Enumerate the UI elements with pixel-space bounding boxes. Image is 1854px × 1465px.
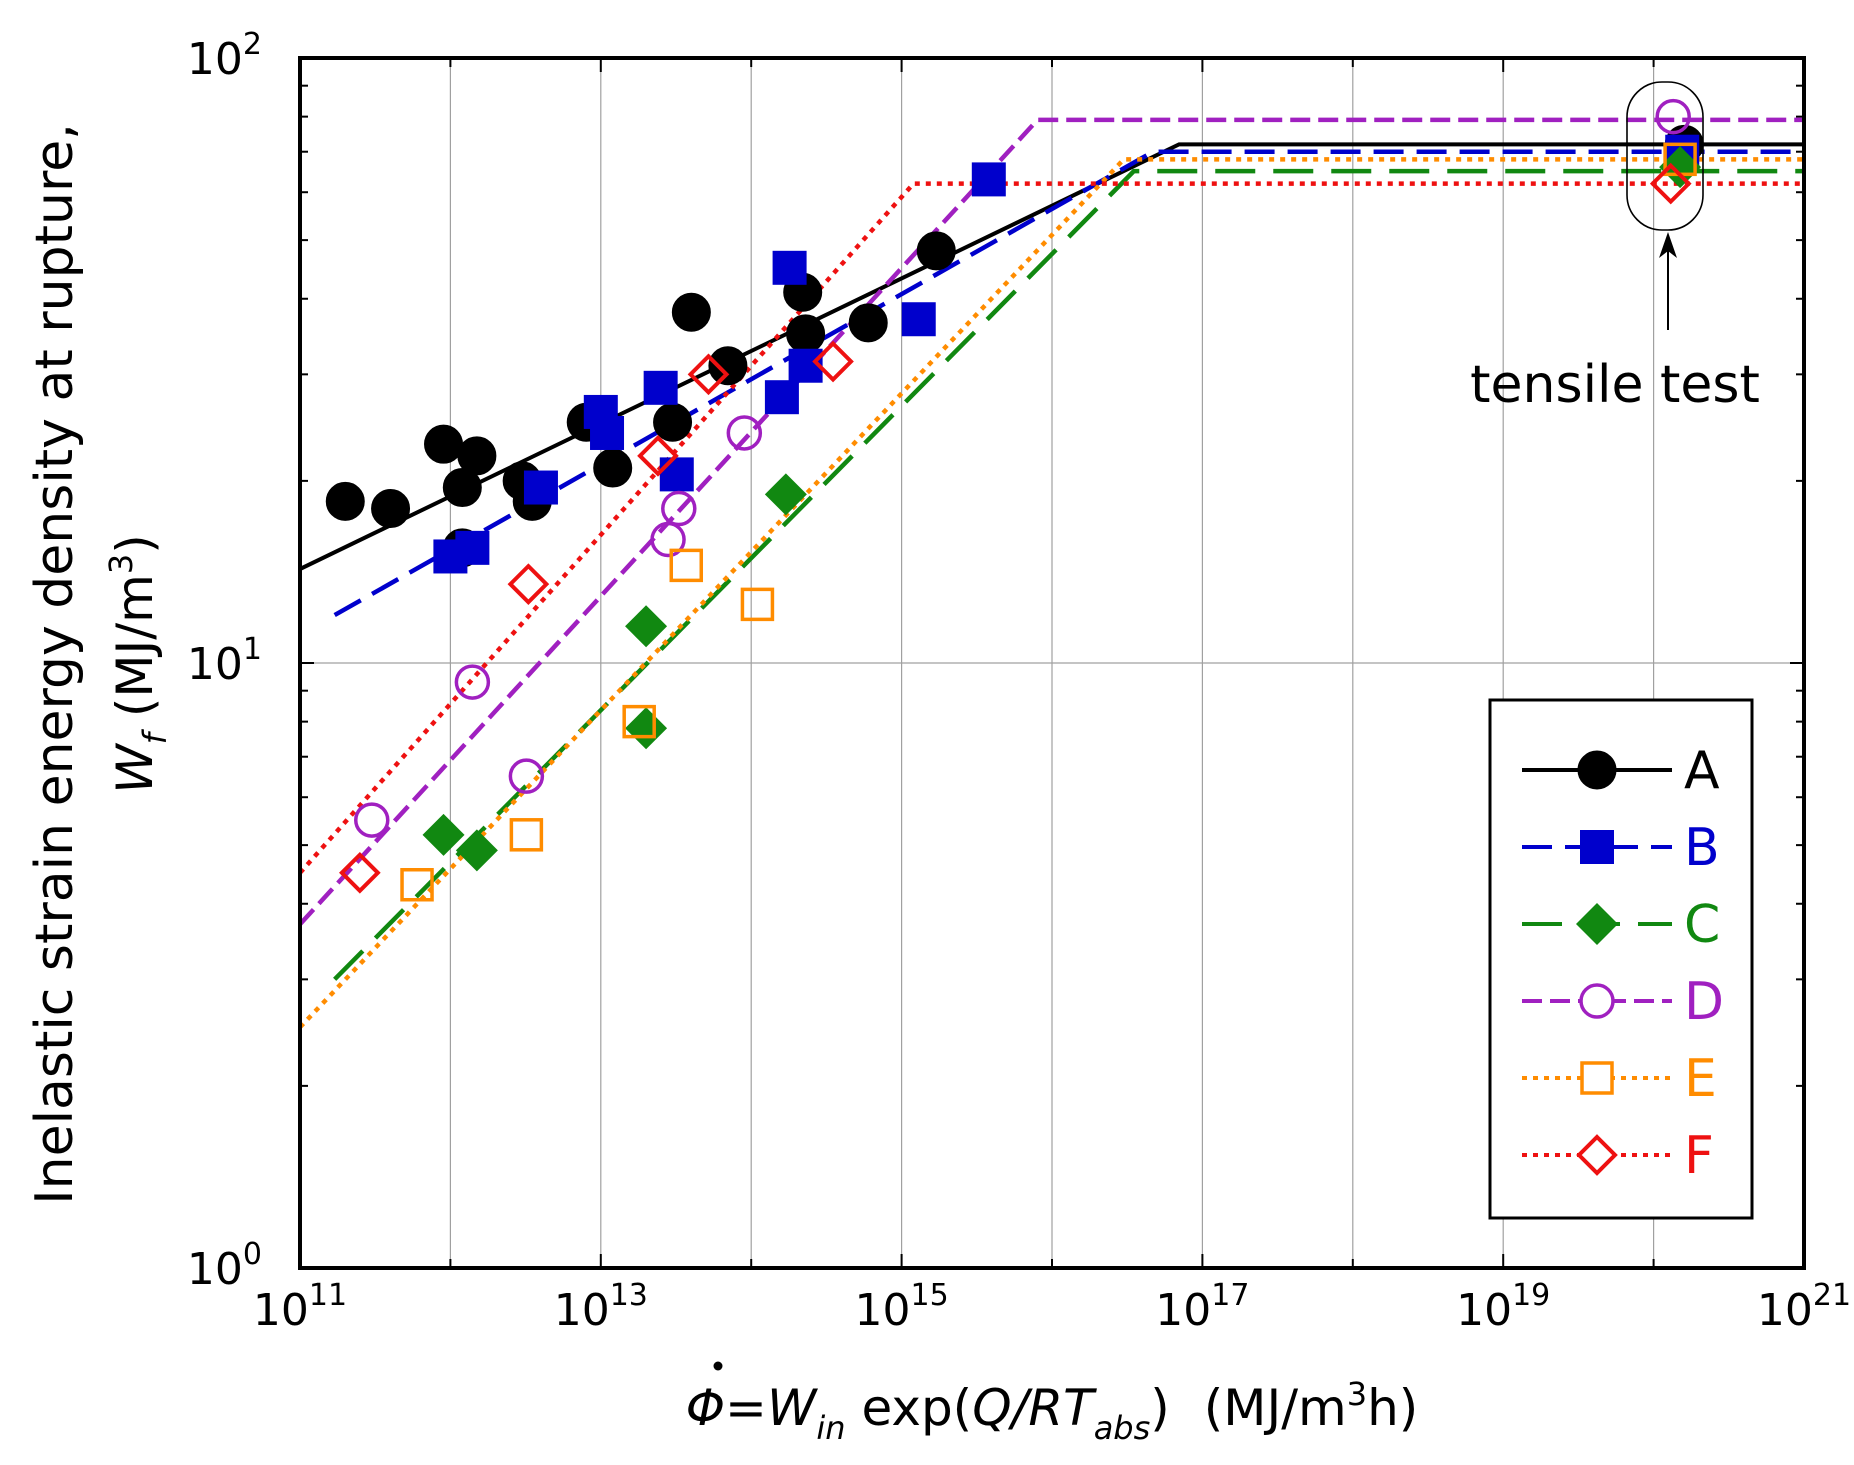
point-c <box>764 473 807 516</box>
point-b <box>772 250 807 285</box>
point-a <box>671 292 711 332</box>
point-b <box>643 370 678 405</box>
point-e <box>509 818 544 852</box>
point-a <box>325 481 365 521</box>
fit-line-e <box>300 157 1804 1029</box>
tensile-test-highlight <box>1626 81 1704 231</box>
point-b <box>901 302 936 337</box>
legend-label-b: B <box>1684 818 1720 878</box>
point-b <box>764 380 799 415</box>
point-d <box>726 415 763 451</box>
fit-line-d <box>300 117 1804 926</box>
point-f <box>1649 162 1692 205</box>
legend-label-f: F <box>1684 1126 1714 1186</box>
tensile-test-arrowhead <box>1659 232 1677 258</box>
grid <box>300 58 1804 1268</box>
point-a <box>371 489 411 529</box>
y-tick-label: 100 <box>187 1237 262 1295</box>
point-a <box>653 402 693 442</box>
point-a <box>708 346 748 386</box>
x-tick-label: 1017 <box>1155 1278 1249 1336</box>
point-d <box>650 521 686 558</box>
point-c <box>625 605 668 648</box>
point-f <box>339 851 381 894</box>
legend-marker-a <box>1577 750 1617 790</box>
point-e <box>400 868 434 902</box>
x-tick-label: 1019 <box>1456 1278 1550 1336</box>
plot-frame <box>298 56 1806 1270</box>
x-axis-tick-labels: 1011 1013 1015 1017 1019 1021 <box>253 1278 1851 1336</box>
legend-box <box>1488 698 1754 1220</box>
point-f <box>637 435 679 477</box>
legend-label-d: D <box>1684 972 1724 1032</box>
x-tick-label: 1021 <box>1757 1278 1851 1336</box>
legend-label-c: C <box>1684 895 1720 955</box>
point-b <box>659 457 694 492</box>
point-e <box>622 704 656 739</box>
x-tick-label: 1015 <box>855 1278 949 1336</box>
point-b <box>523 470 558 505</box>
point-b <box>971 162 1006 197</box>
y-tick-label: 102 <box>187 27 262 85</box>
legend-label-e: E <box>1684 1049 1717 1109</box>
point-a <box>916 231 956 271</box>
point-d <box>661 490 697 527</box>
point-a <box>593 448 633 488</box>
point-c <box>1659 146 1702 189</box>
point-c <box>422 813 465 856</box>
x-axis-title: Φ=Win exp(Q/RTabs) (MJ/m3h) <box>686 1375 1419 1447</box>
point-f <box>687 353 730 396</box>
point-a <box>424 424 464 464</box>
point-c <box>625 707 668 750</box>
point-d <box>454 664 491 700</box>
point-d <box>1655 98 1691 135</box>
y-axis-title-line2: Wf (MJ/m3) <box>102 534 174 793</box>
point-f <box>507 563 550 605</box>
legend-marker-d <box>1579 983 1615 1019</box>
legend-marker-b <box>1580 830 1614 864</box>
point-b <box>455 530 490 565</box>
data-points <box>325 98 1704 902</box>
legend-marker-f <box>1576 1134 1618 1176</box>
point-e <box>669 548 704 583</box>
point-d <box>508 758 545 794</box>
x-tick-label: 1011 <box>253 1278 347 1336</box>
tensile-test-annotation: tensile test <box>1470 81 1760 415</box>
legend-label-a: A <box>1684 741 1720 801</box>
w-dot-accent <box>713 1361 723 1371</box>
point-e <box>740 587 775 622</box>
point-a <box>457 436 497 476</box>
point-a <box>848 303 888 343</box>
point-b <box>590 415 625 450</box>
legend-marker-c <box>1576 903 1618 945</box>
y-axis-title-line1: Inelastic strain energy density at ruptu… <box>25 123 85 1204</box>
point-d <box>354 802 390 838</box>
tensile-test-label: tensile test <box>1470 355 1760 415</box>
point-a <box>786 314 826 354</box>
point-f <box>812 340 854 383</box>
y-axis-tick-labels: 100 101 102 <box>187 27 262 1295</box>
point-c <box>455 829 498 872</box>
legend-marker-e <box>1580 1061 1614 1095</box>
fit-line-c <box>333 168 1804 981</box>
y-tick-label: 101 <box>187 632 262 690</box>
x-tick-label: 1013 <box>554 1278 648 1336</box>
